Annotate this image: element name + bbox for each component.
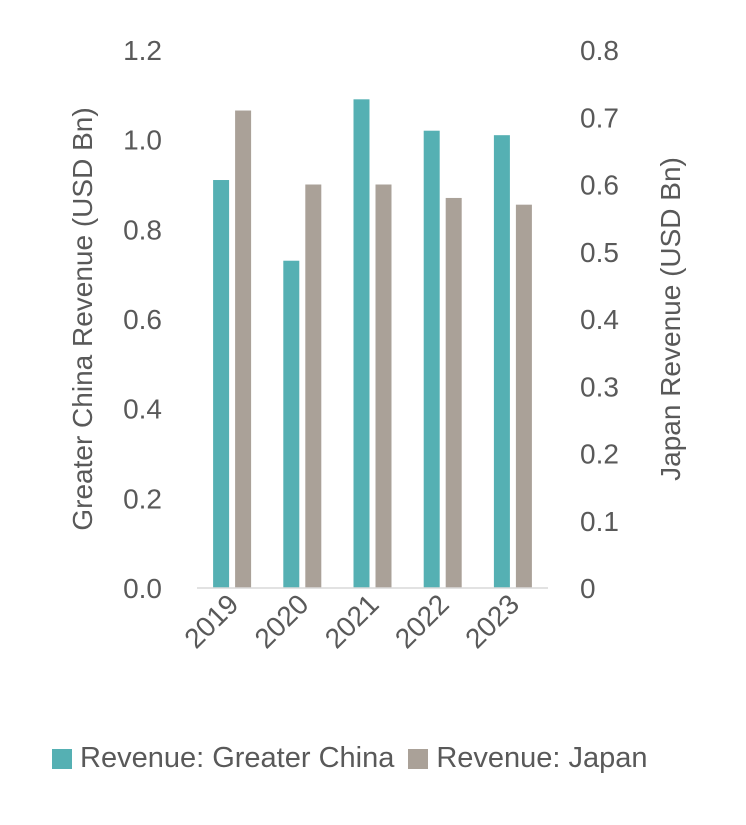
- right-tick-label: 0.1: [580, 506, 619, 537]
- left-tick-label: 0.0: [123, 573, 162, 604]
- bar-greater-china-2023: [493, 135, 510, 588]
- x-axis-ticks: 2019 2020 2021 2022 2023: [178, 588, 525, 654]
- legend-swatch-japan: [408, 748, 429, 769]
- bars: [213, 99, 532, 589]
- right-axis-ticks: 0 0.1 0.2 0.3 0.4 0.5 0.6 0.7 0.8: [580, 35, 619, 604]
- left-tick-label: 0.6: [123, 304, 162, 335]
- legend-label-greater-china: Revenue: Greater China: [80, 742, 395, 774]
- legend: Revenue: Greater China Revenue: Japan: [52, 742, 662, 775]
- legend-item-greater-china: Revenue: Greater China: [52, 742, 394, 775]
- legend-item-japan: Revenue: Japan: [408, 742, 648, 775]
- x-tick-label: 2022: [389, 588, 455, 654]
- bar-japan-2023: [515, 204, 532, 589]
- right-tick-label: 0.3: [580, 371, 619, 402]
- bar-japan-2021: [375, 184, 392, 588]
- legend-swatch-greater-china: [52, 748, 72, 769]
- x-tick-label: 2020: [249, 588, 315, 654]
- legend-label-japan: Revenue: Japan: [436, 742, 648, 774]
- left-tick-label: 0.4: [123, 394, 162, 425]
- bar-japan-2020: [305, 184, 322, 588]
- right-tick-label: 0.6: [580, 170, 619, 201]
- right-tick-label: 0.8: [580, 35, 619, 66]
- right-tick-label: 0.7: [580, 102, 619, 133]
- bar-greater-china-2019: [213, 180, 230, 588]
- right-axis-title: Japan Revenue (USD Bn): [655, 157, 686, 481]
- left-tick-label: 0.8: [123, 214, 162, 245]
- x-tick-label: 2019: [178, 588, 244, 654]
- left-axis-ticks: 0.0 0.2 0.4 0.6 0.8 1.0 1.2: [123, 35, 162, 604]
- x-tick-label: 2021: [319, 588, 385, 654]
- bar-greater-china-2022: [423, 130, 440, 588]
- left-tick-label: 0.2: [123, 483, 162, 514]
- right-tick-label: 0.5: [580, 237, 619, 268]
- left-tick-label: 1.0: [123, 125, 162, 156]
- right-tick-label: 0: [580, 573, 596, 604]
- left-tick-label: 1.2: [123, 35, 162, 66]
- x-tick-label: 2023: [459, 588, 525, 654]
- bar-japan-2022: [445, 197, 462, 588]
- left-axis-title: Greater China Revenue (USD Bn): [67, 107, 98, 530]
- bar-japan-2019: [235, 110, 252, 589]
- bar-greater-china-2020: [283, 260, 300, 588]
- bar-greater-china-2021: [353, 99, 370, 589]
- right-tick-label: 0.2: [580, 439, 619, 470]
- right-tick-label: 0.4: [580, 304, 619, 335]
